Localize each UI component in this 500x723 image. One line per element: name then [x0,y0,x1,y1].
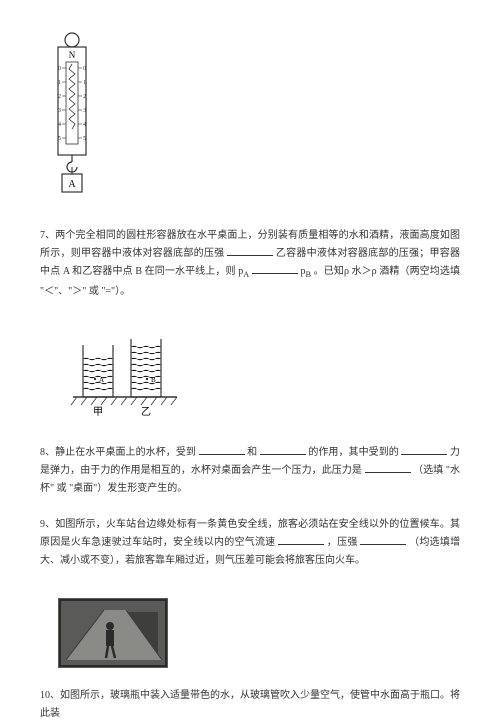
figure-train [58,598,168,668]
q8-text-1: 8、静止在水平桌面上的水杯，受到 [40,447,196,458]
question-9: 9、如图所示，火车站台边缘处标有一条黄色安全线，旅客必须站在安全线以外的位置候车… [40,516,460,570]
figure-containers: A B 甲 乙 [65,329,185,419]
q7-sub-a: A [243,270,249,279]
question-7: 7、两个完全相同的圆柱形容器放在水平桌面上，分别装有质量相等的水和酒精，液面高度… [40,227,460,301]
question-10: 10、如图所示，玻璃瓶中装入适量带色的水，从玻璃管吹入少量空气，使管中水面高于瓶… [40,687,460,723]
q9-text-2: ，压强 [327,537,358,548]
svg-text:4: 4 [83,122,86,128]
svg-text:0: 0 [58,66,61,72]
svg-text:2: 2 [58,94,61,100]
dynamometer-weight-label: A [68,179,76,190]
q10-text: 10、如图所示，玻璃瓶中装入适量带色的水，从玻璃管吹入少量空气，使管中水面高于瓶… [40,690,460,719]
container-right-label: 乙 [141,406,151,418]
svg-text:0: 0 [83,66,86,72]
svg-text:3: 3 [83,108,86,114]
q9-blank-1 [278,534,324,545]
figure-dynamometer: N 0 1 2 3 4 5 0 1 2 3 4 5 A [44,30,100,200]
q7-sub-b: B [305,270,311,279]
q8-blank-1 [199,444,245,455]
question-8: 8、静止在水平桌面上的水杯，受到 和 的作用，其中受到的 力是弹力，由于力的作用… [40,444,460,498]
container-point-b: B [151,376,156,384]
svg-text:5: 5 [83,136,86,142]
q7-blank-1 [227,245,273,256]
q8-blank-4 [365,462,411,473]
q8-blank-3 [401,444,447,455]
container-left-label: 甲 [93,407,103,418]
q9-blank-2 [360,534,406,545]
svg-text:1: 1 [58,80,61,86]
q8-text-3: 的作用，其中受到的 [308,447,399,458]
svg-text:2: 2 [83,94,86,100]
svg-text:3: 3 [58,108,61,114]
svg-text:5: 5 [58,136,61,142]
q8-text-2: 和 [247,447,257,458]
svg-text:1: 1 [83,80,86,86]
q8-blank-2 [260,444,306,455]
dynamometer-n: N [69,50,76,60]
container-point-a: A [99,376,104,384]
svg-text:4: 4 [58,122,61,128]
q7-blank-2 [252,263,298,274]
